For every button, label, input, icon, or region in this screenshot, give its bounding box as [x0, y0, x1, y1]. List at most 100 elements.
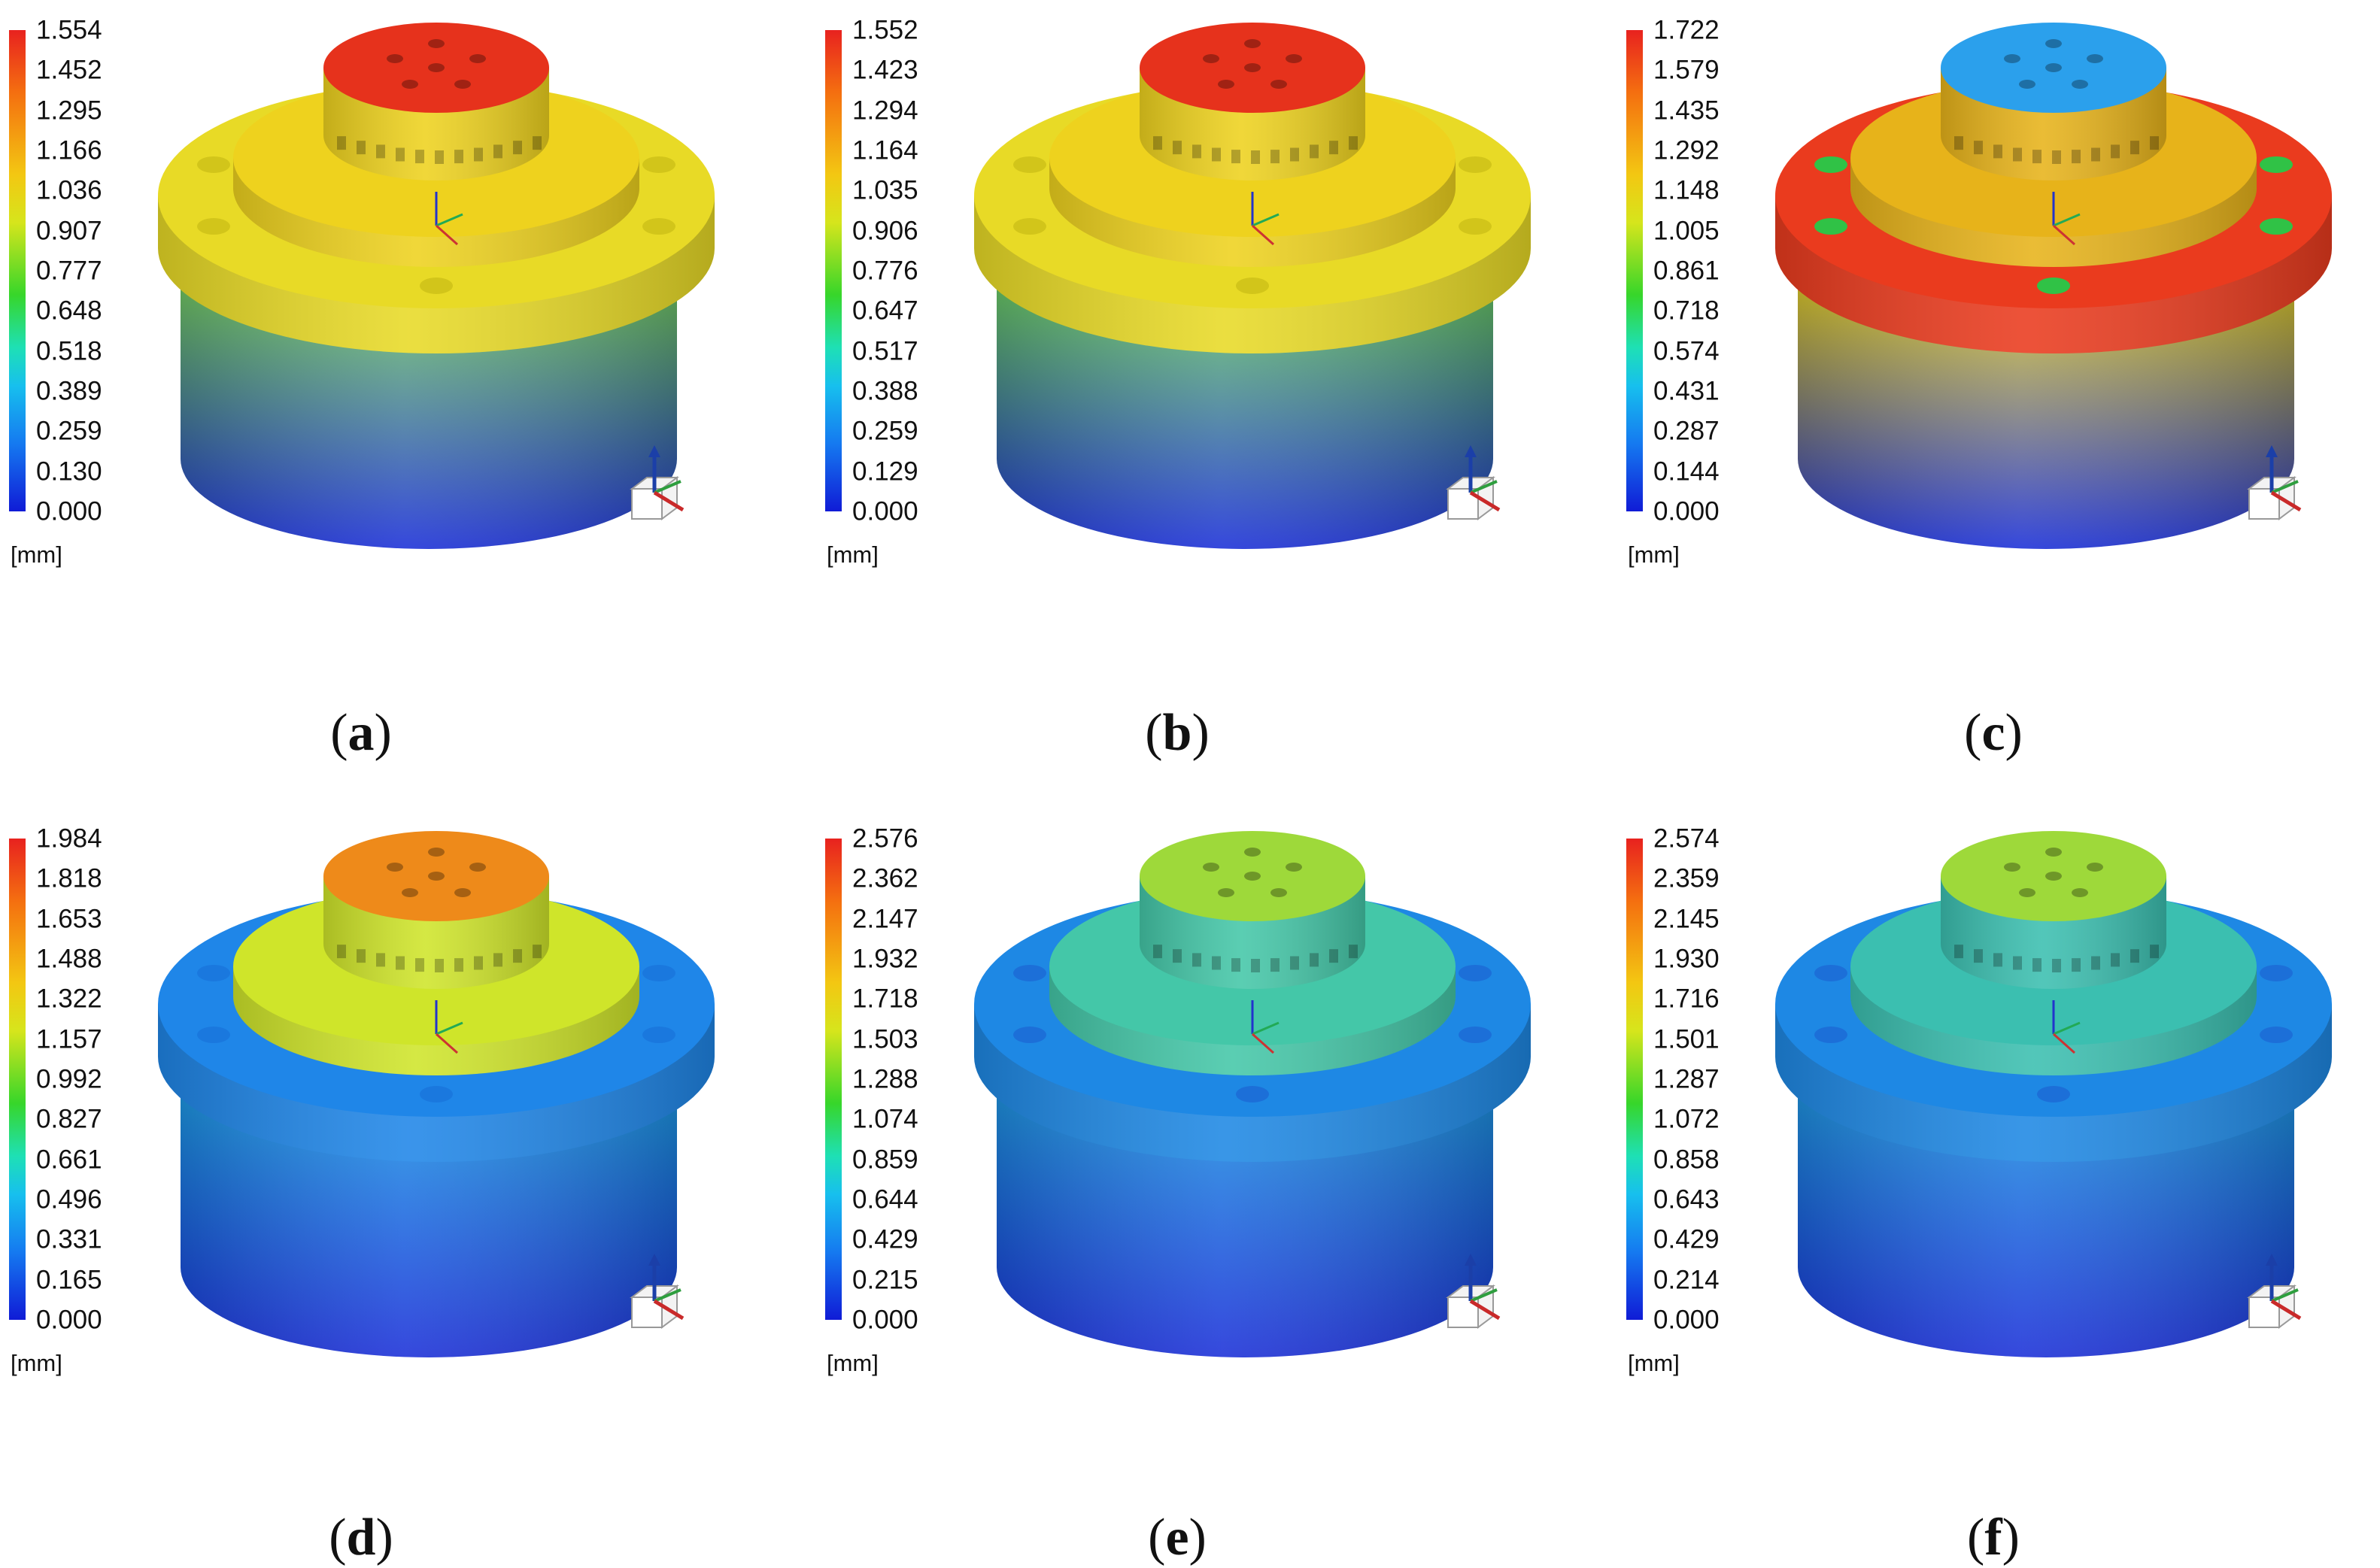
bolt-hole [420, 1086, 453, 1102]
colorbar-tick-label: 1.036 [36, 175, 102, 205]
csys-triad [2052, 192, 2081, 246]
bolt-hole [2260, 156, 2293, 173]
slot [1173, 141, 1182, 155]
slot [337, 136, 346, 150]
colorbar-tick-label: 0.130 [36, 456, 102, 487]
view-triad [1446, 1254, 1501, 1329]
boss-hole [2072, 888, 2088, 897]
csys-triad [435, 192, 463, 246]
slot [1212, 147, 1221, 162]
colorbar-tick-label: 1.294 [852, 96, 918, 126]
colorbar-tick-label: 0.777 [36, 256, 102, 286]
colorbar-tick-label: 1.653 [36, 904, 102, 934]
boss-hole [2087, 863, 2103, 872]
boss-hole [469, 863, 486, 872]
panel-e: 2.576 2.362 2.147 1.932 1.718 1.503 1.288 1.074… [816, 808, 1568, 1380]
colorbar-tick-label: 0.259 [852, 416, 918, 446]
colorbar-tick-label: 0.000 [1653, 496, 1720, 526]
bolt-hole [642, 1027, 676, 1044]
bolt-hole [1012, 218, 1046, 235]
colorbar-tick-label: 0.000 [852, 496, 918, 526]
slot [357, 141, 366, 155]
bolt-hole [2260, 1027, 2293, 1044]
view-triad [2247, 1254, 2302, 1329]
bolt-hole [2260, 218, 2293, 235]
boss-hole [1218, 888, 1234, 897]
view-triad [630, 445, 685, 520]
slot [1251, 150, 1260, 164]
colorbar-tick-label: 0.388 [852, 376, 918, 406]
caption-letter: b [1162, 704, 1192, 762]
boss-hole [1218, 80, 1234, 89]
slot [2032, 150, 2042, 164]
boss-hole [1244, 848, 1261, 857]
colorbar-tick-label: 1.716 [1653, 984, 1720, 1014]
colorbar-tick-label: 1.984 [36, 823, 102, 854]
slot [1231, 150, 1240, 164]
bolt-hole [642, 218, 676, 235]
boss-hole [454, 80, 471, 89]
deformation-model [1775, 831, 2332, 1357]
colorbar-tick-label: 0.144 [1653, 456, 1720, 487]
slot [1192, 953, 1201, 967]
csys-triad [1251, 1000, 1280, 1054]
slot [1153, 136, 1162, 150]
colorbar-tick-label: 0.718 [1653, 296, 1720, 326]
bolt-hole [196, 156, 230, 173]
slot [415, 150, 424, 164]
colorbar-tick-label: 2.576 [852, 823, 918, 854]
slot [1212, 956, 1221, 970]
slot [2091, 147, 2100, 162]
slot [2072, 958, 2081, 972]
colorbar-tick-label: 0.429 [1653, 1224, 1720, 1254]
slot [357, 949, 366, 963]
boss-hole [402, 80, 418, 89]
boss-hole [1244, 63, 1261, 72]
colorbar-tick-label: 0.215 [852, 1265, 918, 1295]
slot [1974, 141, 1983, 155]
bolt-hole [2260, 964, 2293, 981]
bolt-hole [1012, 156, 1046, 173]
slot [2130, 949, 2139, 963]
bolt-hole [2037, 1086, 2070, 1102]
bolt-hole [1236, 278, 1269, 294]
boss-hole [2045, 848, 2062, 857]
boss-hole [428, 63, 445, 72]
colorbar-tick-label: 1.287 [1653, 1064, 1720, 1094]
slot [1173, 949, 1182, 963]
colorbar [1626, 839, 1643, 1320]
deformation-model [974, 831, 1531, 1357]
colorbar-tick-label: 0.331 [36, 1224, 102, 1254]
colorbar-tick-label: 0.389 [36, 376, 102, 406]
colorbar-tick-label: 0.000 [36, 1305, 102, 1335]
bolt-hole [642, 156, 676, 173]
colorbar-tick-label: 1.579 [1653, 55, 1720, 85]
boss-hole [402, 888, 418, 897]
slot [533, 945, 542, 959]
slot [474, 956, 483, 970]
caption-e: (e) [1148, 1509, 1207, 1566]
slot [1153, 945, 1162, 959]
slot [2072, 150, 2081, 164]
model-body [158, 831, 715, 1357]
colorbar-tick-label: 1.552 [852, 15, 918, 45]
colorbar-tick-label: 1.295 [36, 96, 102, 126]
unit-label: [mm] [1628, 541, 1680, 568]
colorbar-tick-label: 1.503 [852, 1024, 918, 1054]
boss-top [1941, 831, 2166, 921]
boss-hole [428, 39, 445, 48]
colorbar-tick-label: 0.858 [1653, 1145, 1720, 1175]
deformation-model [974, 23, 1531, 549]
slot [1231, 958, 1240, 972]
colorbar [825, 839, 842, 1320]
bolt-hole [1459, 1027, 1492, 1044]
model-body [974, 23, 1531, 549]
slot [1329, 141, 1338, 155]
slot [1954, 945, 1963, 959]
boss-hole [2004, 54, 2020, 63]
caption-letter: e [1165, 1509, 1189, 1566]
model-body [1775, 23, 2332, 549]
boss-hole [1270, 80, 1287, 89]
slot [2013, 147, 2022, 162]
caption-letter: a [348, 704, 375, 762]
